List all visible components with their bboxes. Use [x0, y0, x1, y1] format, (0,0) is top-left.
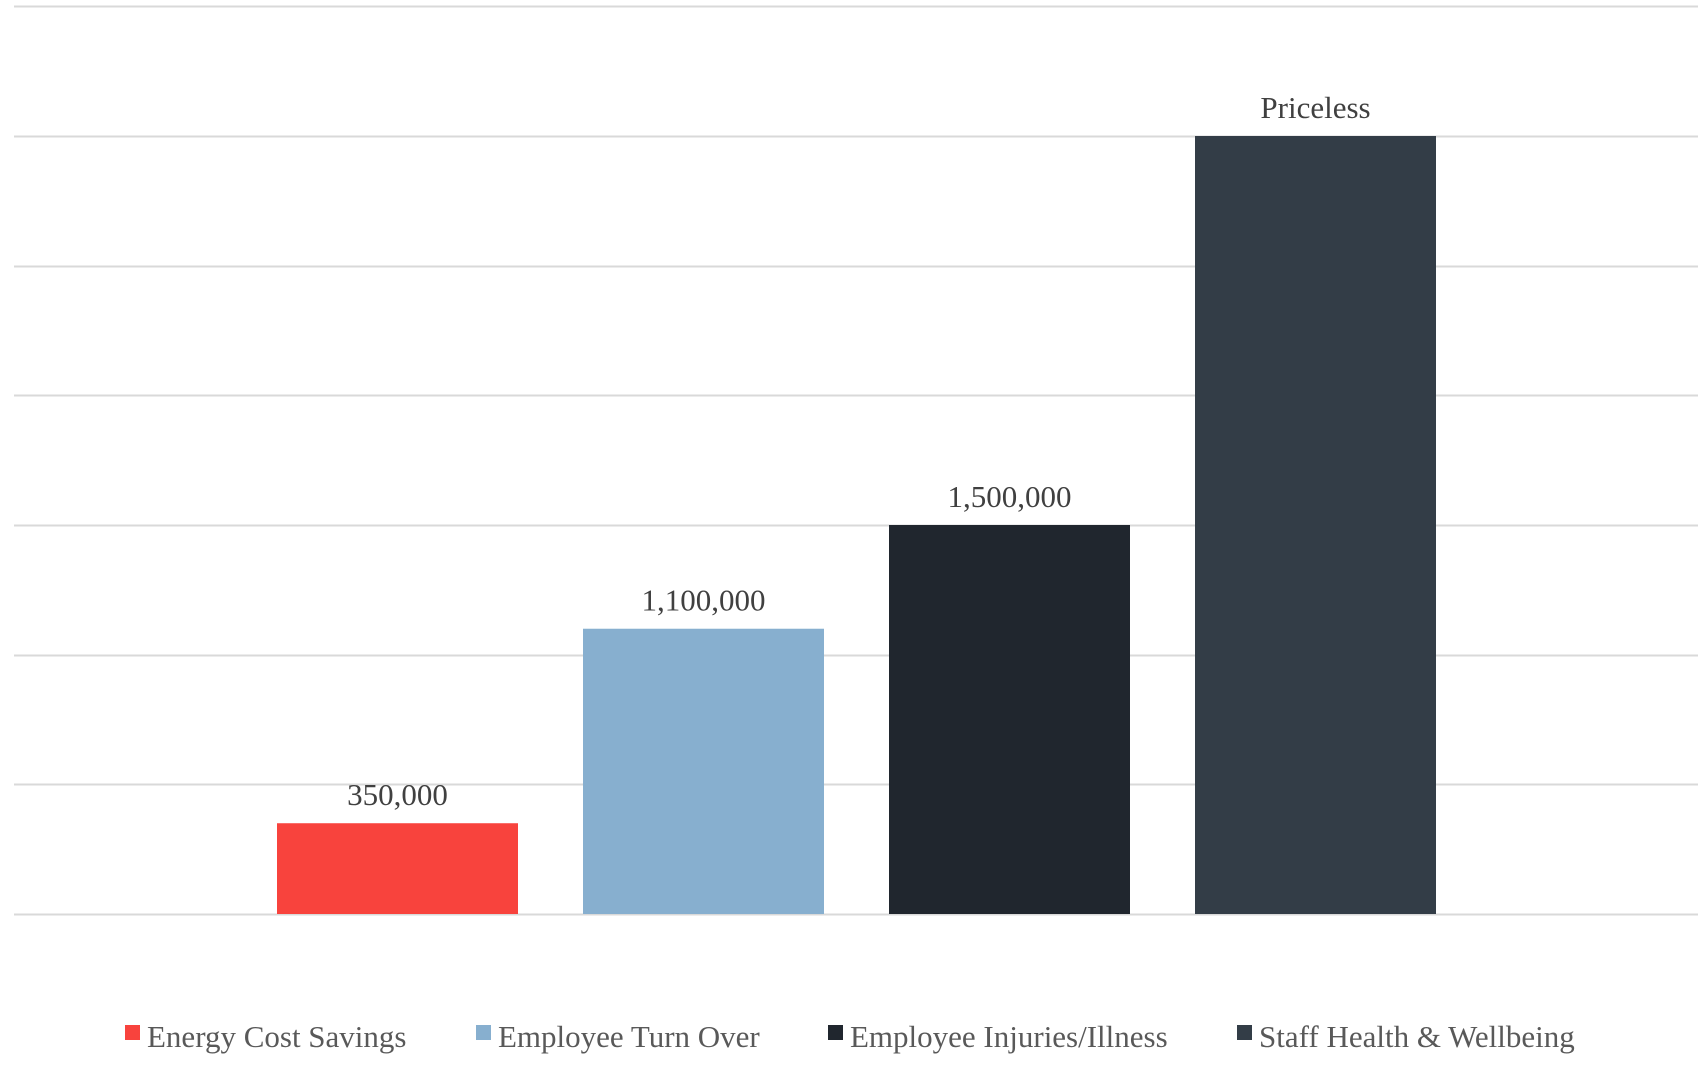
legend-swatch [828, 1025, 843, 1040]
data-label: Priceless [1260, 90, 1370, 125]
legend-swatch [125, 1025, 140, 1040]
legend-item: Energy Cost Savings [125, 1019, 407, 1054]
legend-swatch [1237, 1025, 1252, 1040]
legend-item: Employee Injuries/Illness [828, 1019, 1168, 1054]
bars [277, 136, 1436, 914]
data-labels: 350,000 1,100,000 1,500,000 Priceless [347, 90, 1370, 812]
legend-label: Employee Turn Over [498, 1019, 760, 1054]
bar [277, 823, 518, 914]
data-label: 1,500,000 [948, 479, 1072, 514]
bar [583, 628, 824, 914]
legend-swatch [476, 1025, 491, 1040]
legend-item: Employee Turn Over [476, 1019, 760, 1054]
legend-label: Energy Cost Savings [147, 1019, 407, 1054]
legend-label: Staff Health & Wellbeing [1259, 1019, 1575, 1054]
legend-item: Staff Health & Wellbeing [1237, 1019, 1575, 1054]
data-label: 1,100,000 [642, 583, 766, 618]
bar [889, 525, 1130, 914]
legend: Energy Cost Savings Employee Turn Over Emp… [125, 1019, 1575, 1054]
bar [1195, 136, 1436, 914]
legend-label: Employee Injuries/Illness [850, 1019, 1168, 1054]
data-label: 350,000 [347, 777, 448, 812]
gridlines [14, 5, 1698, 916]
